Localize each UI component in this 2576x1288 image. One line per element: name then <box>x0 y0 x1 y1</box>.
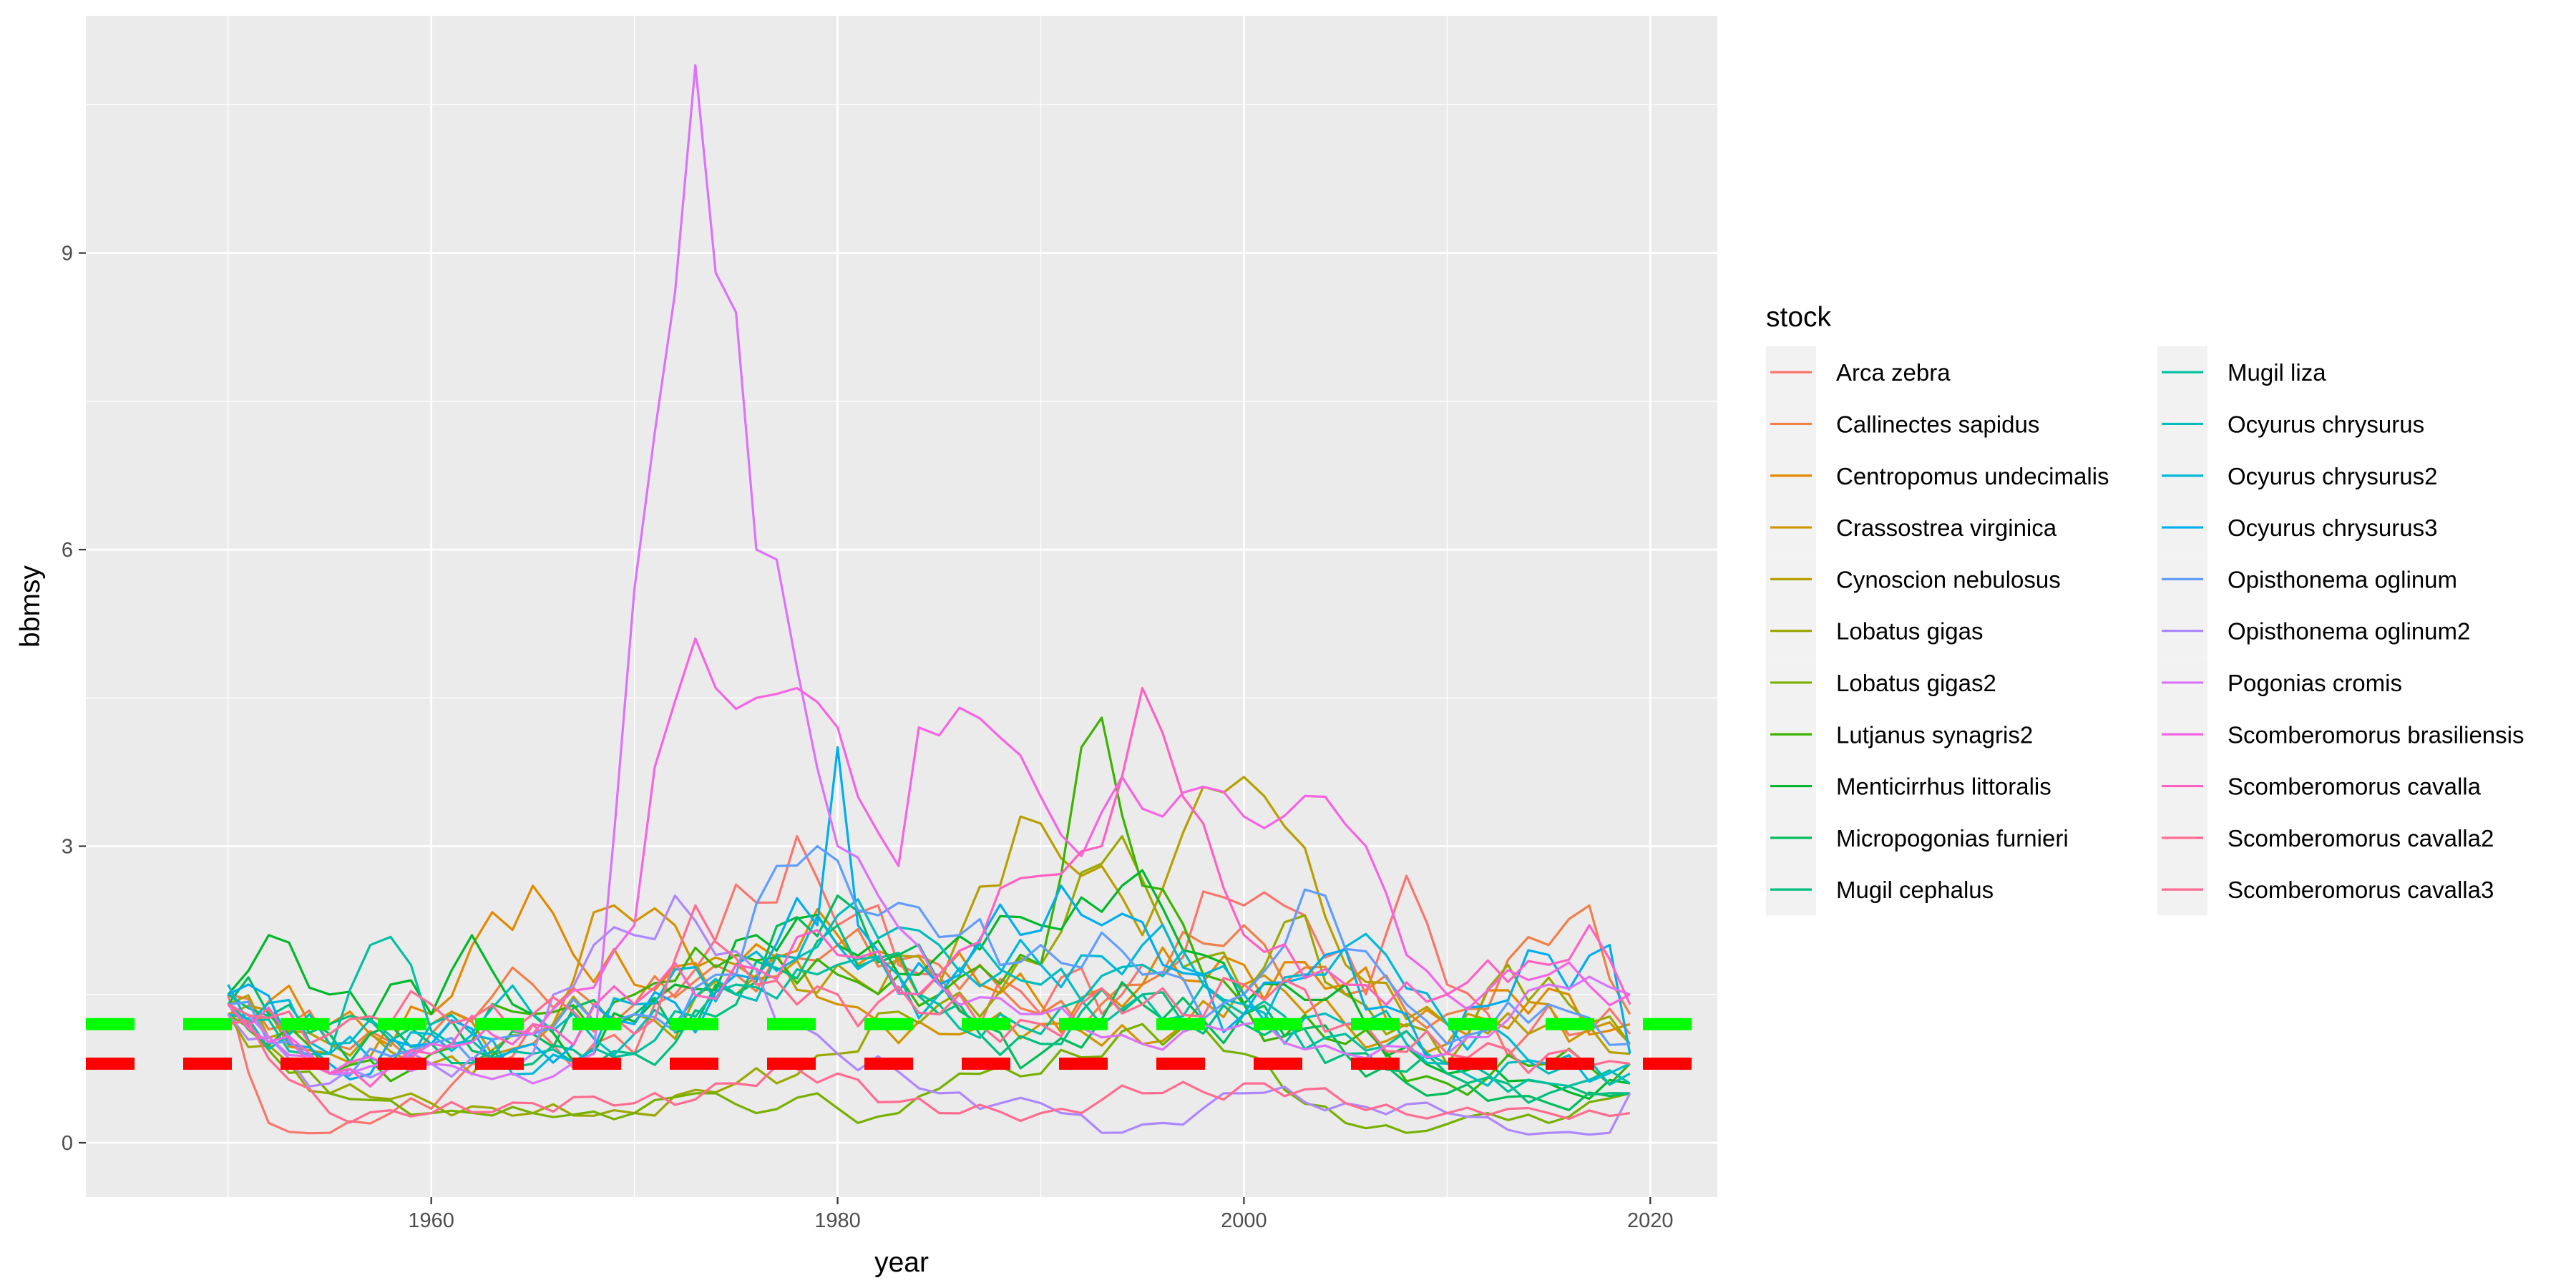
series-line <box>228 64 1631 1085</box>
series-line <box>227 686 1631 1088</box>
legend-title: stock <box>1766 302 1832 333</box>
x-tick-label: 2020 <box>1627 1209 1674 1232</box>
legend-label: Opisthonema oglinum <box>2228 566 2457 592</box>
x-tick-label: 2000 <box>1221 1209 1267 1232</box>
x-tick-label: 1980 <box>814 1209 861 1232</box>
legend-label: Lutjanus synagris2 <box>1836 721 2033 748</box>
legend-label: Centropomus undecimalis <box>1836 463 2109 489</box>
legend-label: Mugil cephalus <box>1836 877 1994 903</box>
legend-label: Arca zebra <box>1836 359 1951 386</box>
legend-label: Callinectes sapidus <box>1836 411 2039 437</box>
legend-label: Scomberomorus brasiliensis <box>2228 721 2524 748</box>
reference-lines <box>86 1018 1717 1070</box>
legend-label: Ocyurus chrysurus2 <box>2228 463 2437 489</box>
series-line <box>227 1013 1631 1134</box>
legend-label: Menticirrhus littoralis <box>1836 774 2051 800</box>
x-tick-label: 1960 <box>408 1209 454 1232</box>
series-line <box>227 637 1631 1075</box>
y-tick-label: 6 <box>62 539 73 562</box>
legend-label: Ocyurus chrysurus <box>2228 411 2424 437</box>
legend-label: Scomberomorus cavalla3 <box>2228 877 2494 903</box>
legend-label: Lobatus gigas <box>1836 618 1984 645</box>
x-axis-title: year <box>874 1247 929 1278</box>
x-axis-ticks: 1960 1980 2000 2020 <box>408 1197 1674 1232</box>
legend-label: Lobatus gigas2 <box>1836 670 1996 696</box>
y-tick-label: 3 <box>62 836 73 859</box>
legend: Arca zebra Callinectes sapidus Centropomus… <box>1766 346 2524 916</box>
legend-label: Mugil liza <box>2228 359 2326 386</box>
y-tick-label: 0 <box>62 1132 73 1155</box>
legend-label: Opisthonema oglinum2 <box>2228 618 2470 645</box>
legend-label: Scomberomorus cavalla2 <box>2228 825 2494 852</box>
series-line <box>228 844 1630 1077</box>
legend-label: Ocyurus chrysurus3 <box>2228 514 2437 541</box>
y-tick-label: 9 <box>62 243 73 265</box>
series-line <box>228 776 1631 1075</box>
y-axis-ticks: 0 3 6 9 <box>62 243 86 1155</box>
y-axis-title: bbmsy <box>15 565 46 648</box>
legend-label: Micropogonias furnieri <box>1836 825 2069 852</box>
legend-label: Pogonias cromis <box>2228 670 2402 696</box>
legend-label: Scomberomorus cavalla <box>2228 774 2482 800</box>
minor-gridlines <box>86 16 1717 1197</box>
series-line <box>228 1019 1631 1124</box>
series-line <box>228 904 1631 1064</box>
series-line <box>228 746 1631 1081</box>
series-line <box>228 904 1631 1074</box>
series-line <box>227 914 1631 1083</box>
legend-label: Crassostrea virginica <box>1836 514 2057 541</box>
legend-label: Cynoscion nebulosus <box>1836 566 2061 592</box>
plot-panel <box>86 16 1717 1197</box>
